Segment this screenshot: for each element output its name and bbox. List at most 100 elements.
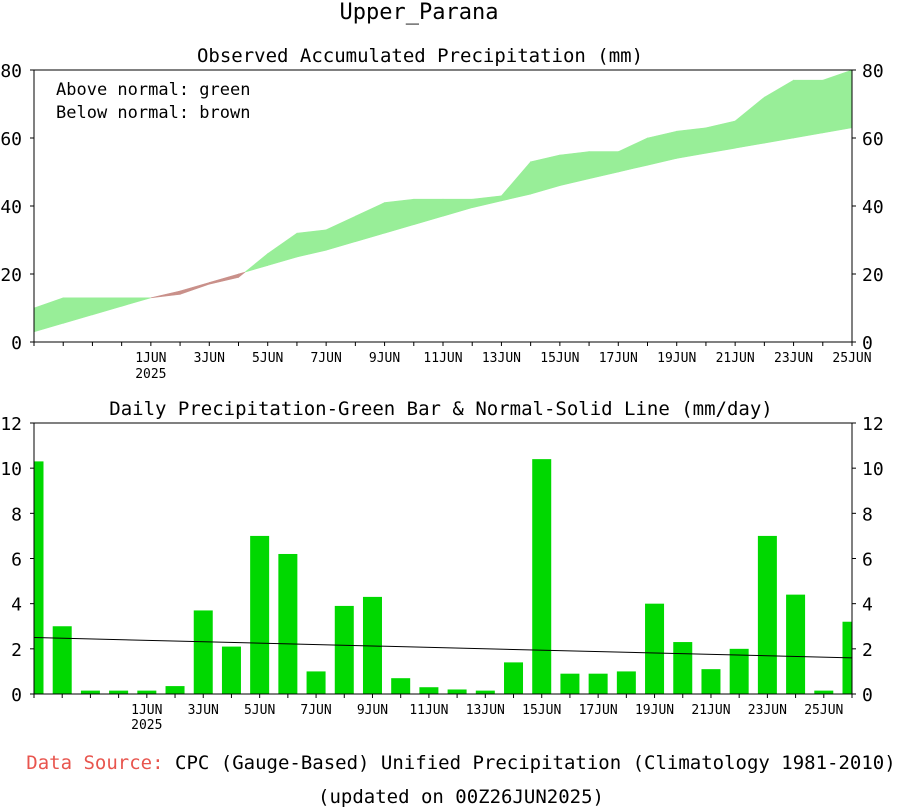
daily-xtick-label: 7JUN [300, 703, 331, 718]
daily-ytick-label-left: 10 [0, 459, 22, 480]
accum-ytick-label-left: 80 [0, 61, 22, 82]
daily-xtick-label: 13JUN [466, 703, 505, 718]
legend-above-normal: Above normal: green [56, 80, 250, 100]
accum-xtick-label: 17JUN [599, 351, 638, 366]
above-normal-area [296, 229, 327, 258]
below-normal-area [238, 271, 246, 279]
daily-bar [52, 626, 72, 694]
accum-ytick-label-left: 20 [0, 265, 22, 286]
data-source-text: CPC (Gauge-Based) Unified Precipitation … [175, 752, 896, 774]
daily-xtick-label: 3JUN [188, 703, 219, 718]
daily-bar [645, 603, 665, 694]
daily-bar [221, 646, 241, 694]
accum-ytick-label-right: 80 [862, 61, 884, 82]
daily-bar [532, 459, 552, 694]
daily-xtick-label: 25JUN [804, 703, 843, 718]
daily-chart-title: Daily Precipitation-Green Bar & Normal-S… [109, 398, 772, 420]
daily-xtick-label: 19JUN [635, 703, 674, 718]
daily-xtick-label: 5JUN [244, 703, 275, 718]
daily-ytick-label-right: 0 [862, 685, 873, 706]
daily-bar [391, 678, 411, 694]
below-normal-area [150, 290, 181, 299]
normal-daily-line [33, 637, 853, 659]
daily-xtick-label: 9JUN [357, 703, 388, 718]
accum-year-label: 2025 [135, 367, 166, 382]
daily-bar [137, 690, 157, 694]
above-normal-area [413, 198, 444, 226]
above-normal-area [92, 297, 122, 316]
above-normal-area [734, 96, 765, 149]
daily-bar [109, 690, 129, 694]
above-normal-area [676, 127, 707, 159]
daily-xtick-label: 17JUN [579, 703, 618, 718]
above-normal-area [267, 232, 298, 266]
daily-ytick-label-left: 6 [11, 550, 22, 571]
above-normal-area [355, 202, 385, 243]
daily-xtick-label: 15JUN [522, 703, 561, 718]
daily-ytick-label-left: 0 [11, 685, 22, 706]
accum-xtick-label: 9JUN [369, 351, 400, 366]
accum-ytick-label-right: 0 [862, 333, 873, 354]
accum-xtick-label: 11JUN [423, 351, 462, 366]
daily-bar [334, 605, 354, 694]
daily-plot-frame [33, 422, 853, 695]
data-source-line: Data Source: CPC (Gauge-Based) Unified P… [0, 752, 922, 774]
daily-bar [504, 662, 524, 694]
accum-xtick-label: 1JUN [135, 351, 166, 366]
above-normal-area [471, 195, 502, 209]
daily-bar [362, 596, 382, 694]
daily-bar [560, 673, 580, 694]
accum-xtick-label: 19JUN [657, 351, 696, 366]
daily-xtick-label: 11JUN [409, 703, 448, 718]
accum-ytick-label-right: 40 [862, 197, 884, 218]
daily-bar [419, 687, 439, 694]
above-normal-area [647, 130, 678, 166]
daily-ytick-label-left: 12 [0, 414, 22, 435]
daily-bar [165, 686, 185, 694]
daily-bar [447, 689, 467, 694]
daily-bar [475, 690, 495, 694]
above-normal-area [325, 215, 356, 251]
above-normal-area [501, 160, 531, 202]
above-normal-area [705, 120, 736, 154]
above-normal-area [442, 198, 473, 217]
accum-area-group [33, 69, 853, 333]
above-normal-area [530, 154, 561, 195]
daily-ytick-label-left: 4 [11, 595, 22, 616]
above-normal-area [384, 198, 415, 234]
daily-ytick-label-right: 4 [862, 595, 873, 616]
accum-ytick-label-left: 0 [11, 333, 22, 354]
accum-xtick-label: 25JUN [832, 351, 871, 366]
accum-xtick-label: 13JUN [482, 351, 521, 366]
daily-xtick-label: 21JUN [691, 703, 730, 718]
daily-bar [193, 610, 213, 694]
daily-bar [250, 535, 270, 694]
below-normal-area [179, 282, 210, 295]
daily-ytick-label-right: 2 [862, 640, 873, 661]
daily-ytick-label-right: 10 [862, 459, 884, 480]
accum-xtick-label: 23JUN [774, 351, 813, 366]
daily-bar [278, 553, 298, 694]
accum-ytick-label-left: 40 [0, 197, 22, 218]
accum-xtick-label: 15JUN [540, 351, 579, 366]
accum-xtick-label: 21JUN [716, 351, 755, 366]
accum-xtick-label: 7JUN [310, 351, 341, 366]
daily-ytick-label-right: 12 [862, 414, 884, 435]
above-normal-area [62, 297, 93, 324]
daily-ytick-label-left: 2 [11, 640, 22, 661]
above-normal-area [617, 137, 648, 173]
accum-xtick-label: 5JUN [252, 351, 283, 366]
daily-bar-group [34, 459, 852, 694]
above-normal-area [764, 79, 794, 144]
above-normal-area [121, 297, 151, 307]
above-normal-area [793, 79, 824, 139]
daily-bar [616, 671, 636, 694]
accum-ytick-label-left: 60 [0, 129, 22, 150]
daily-bar [757, 535, 777, 694]
updated-text: (updated on 00Z26JUN2025) [318, 786, 604, 808]
accum-ytick-label-right: 20 [862, 265, 884, 286]
accum-ytick-label-right: 60 [862, 129, 884, 150]
daily-ytick-label-left: 8 [11, 504, 22, 525]
daily-bar [814, 690, 834, 694]
daily-bar [34, 461, 44, 694]
